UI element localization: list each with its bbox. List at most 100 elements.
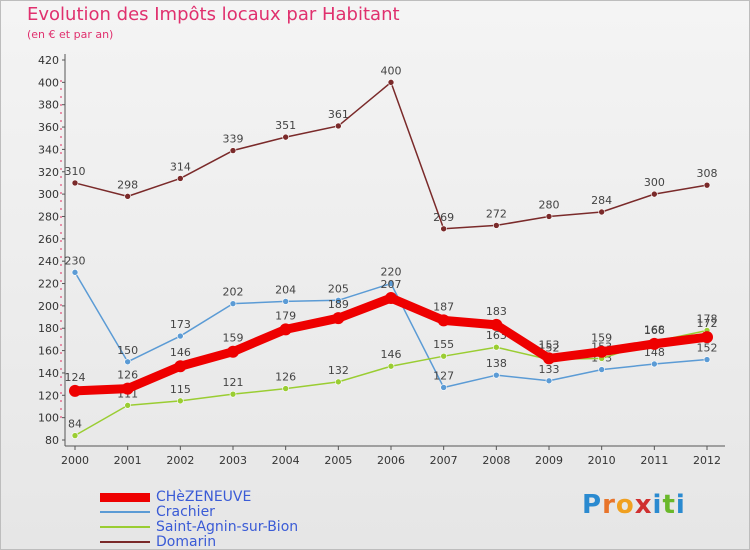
legend-swatch bbox=[100, 511, 150, 513]
y-tick-label: 200 bbox=[38, 300, 59, 313]
data-point-crachier bbox=[598, 366, 605, 373]
y-tick-label: 360 bbox=[38, 121, 59, 134]
legend-label: Crachier bbox=[156, 504, 215, 520]
y-tick-label: 120 bbox=[38, 389, 59, 402]
x-tick-label: 2006 bbox=[377, 454, 405, 467]
x-tick-label: 2010 bbox=[588, 454, 616, 467]
data-point-ch-zeneuve bbox=[279, 323, 292, 336]
data-label-crachier: 204 bbox=[275, 283, 296, 296]
y-tick-label: 180 bbox=[38, 322, 59, 335]
data-label-crachier: 150 bbox=[117, 344, 138, 357]
data-point-ch-zeneuve bbox=[437, 314, 450, 327]
data-label-saint-agnin-sur-bion: 155 bbox=[433, 338, 454, 351]
legend-label: Domarin bbox=[156, 534, 217, 550]
data-point-crachier bbox=[71, 269, 79, 276]
y-tick-label: 340 bbox=[38, 143, 59, 156]
data-label-domarin: 361 bbox=[328, 108, 349, 121]
data-label-domarin: 284 bbox=[591, 194, 612, 207]
data-label-crachier: 230 bbox=[65, 254, 86, 267]
y-tick-label: 400 bbox=[38, 76, 59, 89]
data-label-crachier: 220 bbox=[381, 266, 402, 279]
logo-letter: i bbox=[652, 490, 663, 520]
legend-label: Saint-Agnin-sur-Bion bbox=[156, 519, 299, 535]
data-label-ch-zeneuve: 207 bbox=[381, 278, 402, 291]
y-tick-label: 100 bbox=[38, 412, 59, 425]
x-tick-label: 2004 bbox=[272, 454, 300, 467]
data-point-domarin bbox=[124, 193, 131, 200]
data-label-saint-agnin-sur-bion: 121 bbox=[223, 376, 244, 389]
data-point-crachier bbox=[440, 384, 447, 391]
legend-item: Crachier bbox=[100, 505, 215, 519]
y-tick-label: 280 bbox=[38, 210, 59, 223]
data-label-ch-zeneuve: 153 bbox=[539, 338, 560, 351]
data-point-domarin bbox=[335, 122, 342, 130]
data-point-ch-zeneuve bbox=[121, 382, 134, 395]
data-label-domarin: 269 bbox=[433, 211, 454, 224]
data-label-crachier: 127 bbox=[433, 369, 454, 382]
data-label-domarin: 400 bbox=[381, 64, 402, 77]
y-tick-label: 420 bbox=[38, 54, 59, 67]
data-label-domarin: 351 bbox=[275, 119, 296, 132]
data-label-domarin: 298 bbox=[117, 178, 138, 191]
data-point-saint-agnin-sur-bion bbox=[229, 390, 237, 398]
y-tick-label: 380 bbox=[38, 99, 59, 112]
x-tick-label: 2007 bbox=[430, 454, 458, 467]
data-point-saint-agnin-sur-bion bbox=[124, 402, 131, 409]
data-point-saint-agnin-sur-bion bbox=[493, 343, 500, 351]
data-label-saint-agnin-sur-bion: 178 bbox=[697, 312, 718, 325]
data-point-domarin bbox=[440, 225, 447, 233]
data-label-crachier: 133 bbox=[539, 363, 560, 376]
data-label-saint-agnin-sur-bion: 126 bbox=[275, 371, 296, 384]
x-tick-label: 2003 bbox=[219, 454, 247, 467]
data-point-ch-zeneuve bbox=[595, 345, 608, 358]
data-point-domarin bbox=[598, 208, 605, 216]
data-point-crachier bbox=[545, 377, 553, 385]
legend-item: Domarin bbox=[100, 535, 216, 549]
y-tick-label: 160 bbox=[38, 345, 59, 358]
data-label-ch-zeneuve: 166 bbox=[644, 324, 665, 337]
data-label-domarin: 310 bbox=[65, 165, 86, 178]
data-point-domarin bbox=[651, 190, 658, 198]
data-point-crachier bbox=[651, 360, 658, 368]
y-tick-label: 80 bbox=[45, 434, 59, 447]
data-label-ch-zeneuve: 183 bbox=[486, 305, 507, 318]
data-point-crachier bbox=[335, 296, 342, 304]
y-tick-label: 300 bbox=[38, 188, 59, 201]
data-label-ch-zeneuve: 124 bbox=[65, 371, 86, 384]
data-point-ch-zeneuve bbox=[543, 352, 555, 365]
data-label-saint-agnin-sur-bion: 115 bbox=[170, 383, 191, 396]
data-label-ch-zeneuve: 172 bbox=[697, 317, 718, 330]
data-label-domarin: 308 bbox=[697, 167, 718, 180]
x-tick-label: 2008 bbox=[482, 454, 510, 467]
data-label-crachier: 205 bbox=[328, 282, 349, 295]
data-point-domarin bbox=[703, 181, 711, 189]
data-label-domarin: 300 bbox=[644, 176, 665, 189]
logo-letter: o bbox=[615, 490, 635, 520]
data-point-domarin bbox=[229, 147, 237, 154]
data-point-crachier bbox=[229, 300, 237, 307]
data-label-ch-zeneuve: 187 bbox=[433, 300, 454, 313]
data-label-crachier: 202 bbox=[223, 286, 244, 299]
data-label-ch-zeneuve: 179 bbox=[275, 309, 296, 322]
logo-letter: t bbox=[662, 490, 676, 520]
data-label-saint-agnin-sur-bion: 132 bbox=[328, 364, 349, 377]
x-tick-label: 2001 bbox=[114, 454, 142, 467]
data-label-crachier: 138 bbox=[486, 357, 507, 370]
proxiti-logo: Proxiti bbox=[582, 490, 686, 520]
x-tick-label: 2002 bbox=[166, 454, 194, 467]
y-tick-label: 260 bbox=[38, 233, 59, 246]
data-label-ch-zeneuve: 146 bbox=[170, 346, 191, 359]
x-tick-label: 2012 bbox=[693, 454, 721, 467]
data-label-domarin: 272 bbox=[486, 207, 507, 220]
x-tick-label: 2005 bbox=[324, 454, 352, 467]
data-point-domarin bbox=[493, 222, 500, 229]
data-label-crachier: 173 bbox=[170, 318, 191, 331]
legend-swatch bbox=[100, 526, 150, 528]
logo-letter: i bbox=[675, 490, 686, 520]
data-label-saint-agnin-sur-bion: 146 bbox=[381, 348, 402, 361]
data-point-domarin bbox=[387, 79, 395, 86]
data-label-domarin: 339 bbox=[223, 133, 244, 146]
data-point-crachier bbox=[703, 356, 711, 363]
data-point-ch-zeneuve bbox=[701, 331, 713, 344]
